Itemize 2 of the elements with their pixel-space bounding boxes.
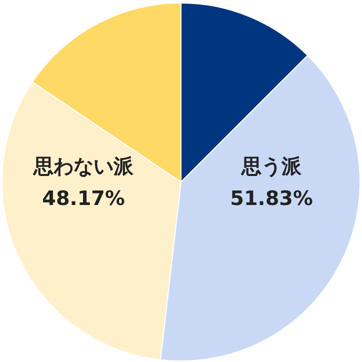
text: 思わない派 48.17% xyxy=(32,155,135,210)
text: 思う派 51.83% xyxy=(230,155,313,210)
